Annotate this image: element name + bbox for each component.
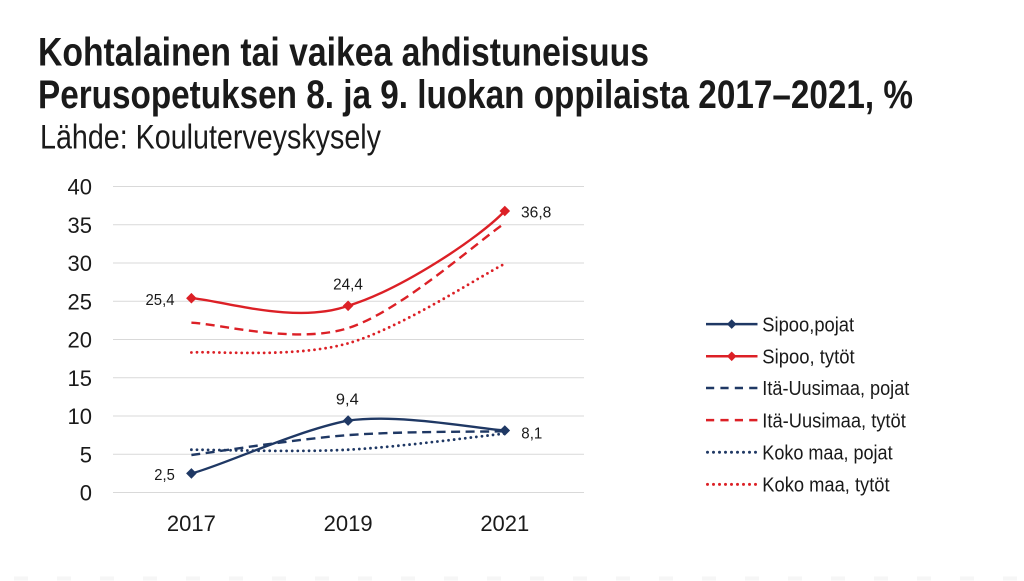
svg-text:Itä-Uusimaa, tytöt: Itä-Uusimaa, tytöt xyxy=(762,410,906,432)
svg-text:2,5: 2,5 xyxy=(154,467,175,484)
svg-text:24,4: 24,4 xyxy=(333,276,363,293)
svg-text:Koko maa, pojat: Koko maa, pojat xyxy=(762,442,893,464)
svg-text:Sipoo,pojat: Sipoo,pojat xyxy=(762,314,854,336)
svg-text:25: 25 xyxy=(68,289,92,314)
svg-text:30: 30 xyxy=(68,251,92,276)
svg-text:15: 15 xyxy=(68,366,92,391)
svg-text:0: 0 xyxy=(80,481,92,506)
svg-text:Sipoo, tytöt: Sipoo, tytöt xyxy=(762,347,855,369)
svg-text:5: 5 xyxy=(80,442,92,467)
svg-text:Itä-Uusimaa, pojat: Itä-Uusimaa, pojat xyxy=(762,378,909,400)
svg-text:25,4: 25,4 xyxy=(146,292,175,309)
svg-text:10: 10 xyxy=(68,404,92,429)
svg-text:2019: 2019 xyxy=(324,511,373,536)
svg-text:36,8: 36,8 xyxy=(521,205,551,222)
svg-text:2021: 2021 xyxy=(480,511,529,536)
svg-text:9,4: 9,4 xyxy=(336,392,359,409)
svg-text:Lähde: Kouluterveyskysely: Lähde: Kouluterveyskysely xyxy=(40,119,381,157)
svg-text:40: 40 xyxy=(68,175,92,200)
svg-text:Kohtalainen tai vaikea ahdistu: Kohtalainen tai vaikea ahdistuneisuus xyxy=(38,31,649,75)
svg-text:Koko maa, tytöt: Koko maa, tytöt xyxy=(762,475,890,497)
svg-text:35: 35 xyxy=(68,213,92,238)
svg-text:Perusopetuksen 8. ja 9. luokan: Perusopetuksen 8. ja 9. luokan oppilaist… xyxy=(38,73,913,117)
svg-text:20: 20 xyxy=(68,328,92,353)
svg-text:8,1: 8,1 xyxy=(521,425,542,442)
svg-text:2017: 2017 xyxy=(167,511,216,536)
